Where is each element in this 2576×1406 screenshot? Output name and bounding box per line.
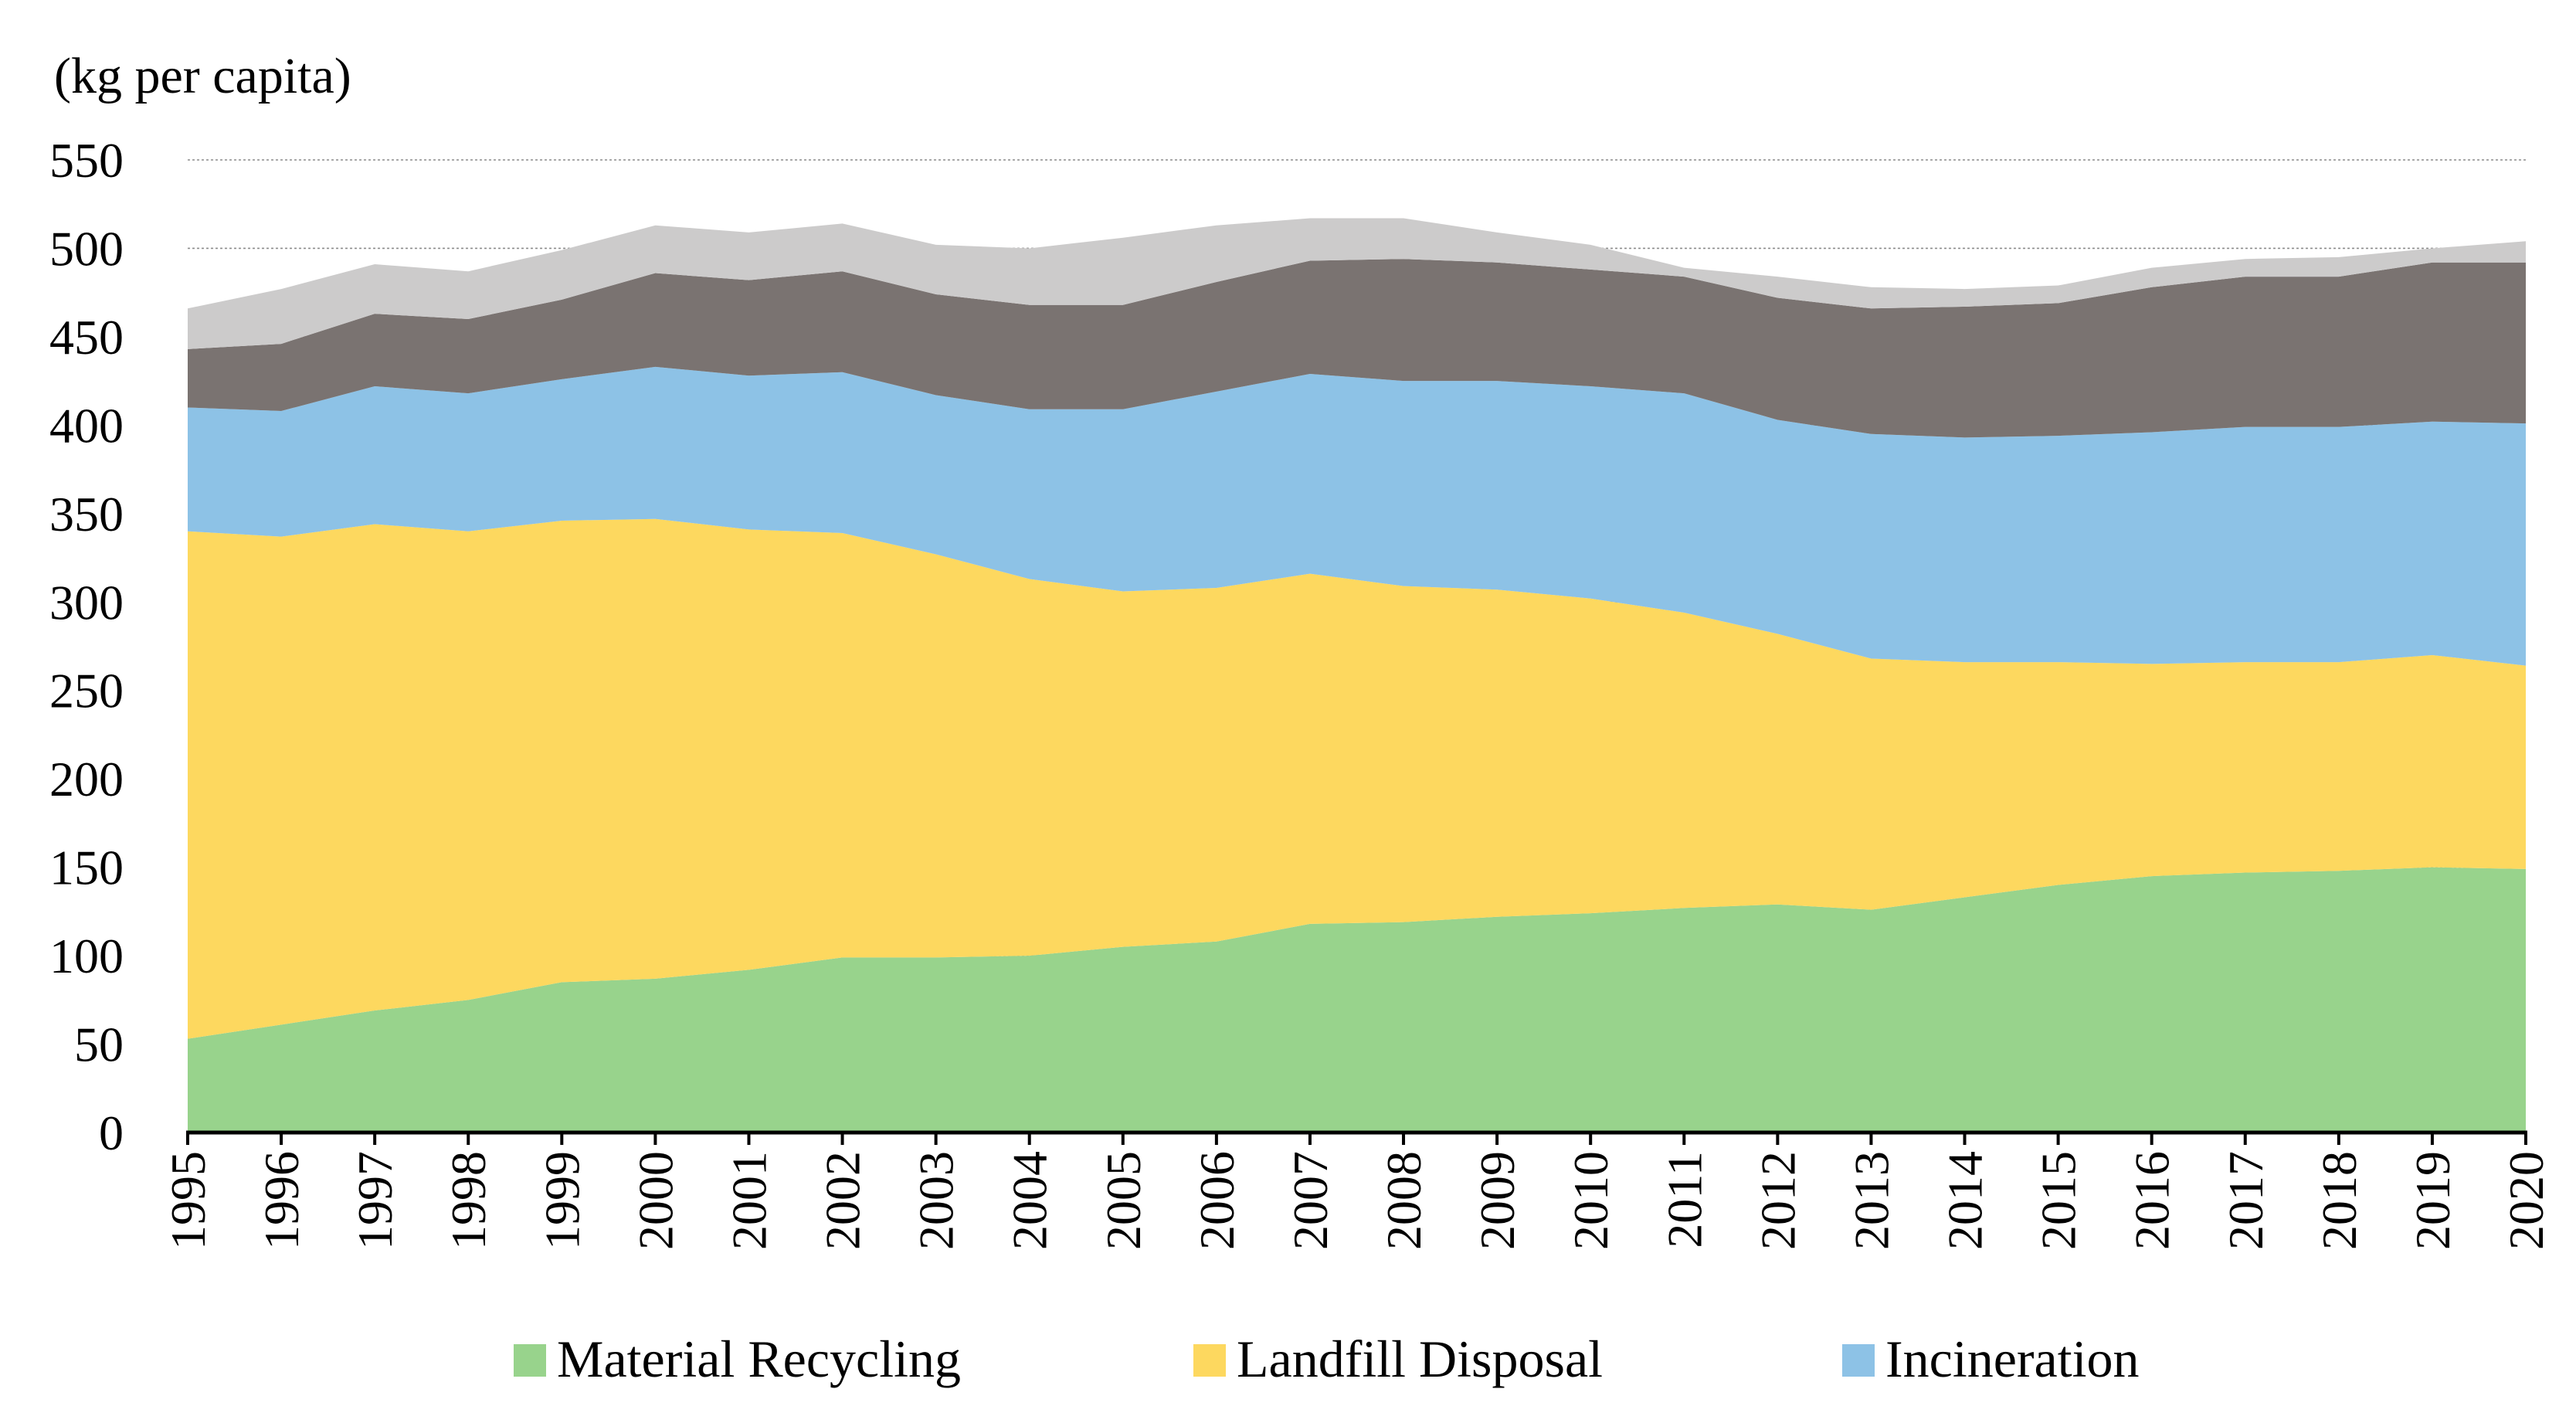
- legend-label-material-recycling: Material Recycling: [557, 1330, 961, 1388]
- x-tick-label: 2020: [2499, 1151, 2554, 1250]
- y-tick-label: 300: [49, 575, 124, 630]
- y-tick-label: 0: [99, 1105, 124, 1160]
- x-tick-label: 2009: [1470, 1151, 1525, 1250]
- area-series: [188, 218, 2526, 1133]
- x-tick-label: 2003: [909, 1151, 964, 1250]
- x-tick-label: 2011: [1657, 1151, 1712, 1248]
- legend-label-incineration: Incineration: [1885, 1330, 2140, 1388]
- area-material-recycling: [188, 867, 2526, 1133]
- x-tick-label: 1997: [348, 1151, 402, 1250]
- x-tick-label: 1999: [535, 1151, 589, 1250]
- y-tick-label: 100: [49, 929, 124, 983]
- x-tick-label: 2006: [1190, 1151, 1244, 1250]
- x-tick-label: 2016: [2125, 1151, 2180, 1250]
- y-tick-label: 400: [49, 398, 124, 453]
- y-tick-label: 150: [49, 841, 124, 895]
- y-tick-label: 450: [49, 310, 124, 365]
- x-tick-label: 2007: [1283, 1151, 1338, 1250]
- x-tick-label: 2000: [628, 1151, 683, 1250]
- legend: Material Recycling Landfill Disposal Incin…: [514, 1330, 2140, 1388]
- x-tick-label: 2004: [1003, 1151, 1057, 1250]
- legend-swatch-incineration: [1842, 1344, 1875, 1377]
- area-unlabeled-series-5: [188, 218, 2526, 349]
- legend-swatch-material-recycling: [514, 1344, 546, 1377]
- x-tick-label: 2010: [1563, 1151, 1618, 1250]
- x-tick-label: 2012: [1750, 1151, 1805, 1250]
- axes: [186, 1130, 2527, 1145]
- x-tick-label: 2008: [1376, 1151, 1431, 1250]
- area-incineration: [188, 366, 2526, 666]
- x-tick-label: 1998: [441, 1151, 496, 1250]
- legend-swatch-landfill-disposal: [1193, 1344, 1226, 1377]
- y-tick-label: 50: [74, 1017, 124, 1072]
- x-tick-label: 2002: [816, 1151, 871, 1250]
- x-tick-label: 1995: [161, 1151, 216, 1250]
- x-tick-label: 1996: [254, 1151, 309, 1250]
- x-tick-label: 2015: [2031, 1151, 2086, 1250]
- x-tick-label: 2013: [1844, 1151, 1899, 1250]
- area-landfill-disposal: [188, 518, 2526, 1039]
- x-tick-label: 2019: [2405, 1151, 2460, 1250]
- legend-label-landfill-disposal: Landfill Disposal: [1237, 1330, 1603, 1388]
- y-tick-label: 200: [49, 752, 124, 807]
- y-tick-label: 250: [49, 664, 124, 718]
- x-tick-label: 2017: [2218, 1151, 2273, 1250]
- x-tick-labels: 1995 1996 1997 1998 1999 2000 2001 2002 2003 2004…: [161, 1151, 2554, 1250]
- y-tick-label: 550: [49, 133, 124, 188]
- x-tick-label: 2001: [721, 1151, 776, 1250]
- x-tick-label: 2005: [1096, 1151, 1151, 1250]
- x-tick-label: 2014: [1938, 1151, 1993, 1250]
- y-tick-label: 350: [49, 487, 124, 542]
- y-tick-label: 500: [49, 221, 124, 276]
- y-axis-label: (kg per capita): [54, 48, 351, 104]
- y-tick-labels: 0 50 100 150 200 250 300 350 400 450 500 550: [49, 133, 124, 1160]
- area-unlabeled-series-4: [188, 259, 2526, 438]
- x-tick-label: 2018: [2312, 1151, 2367, 1250]
